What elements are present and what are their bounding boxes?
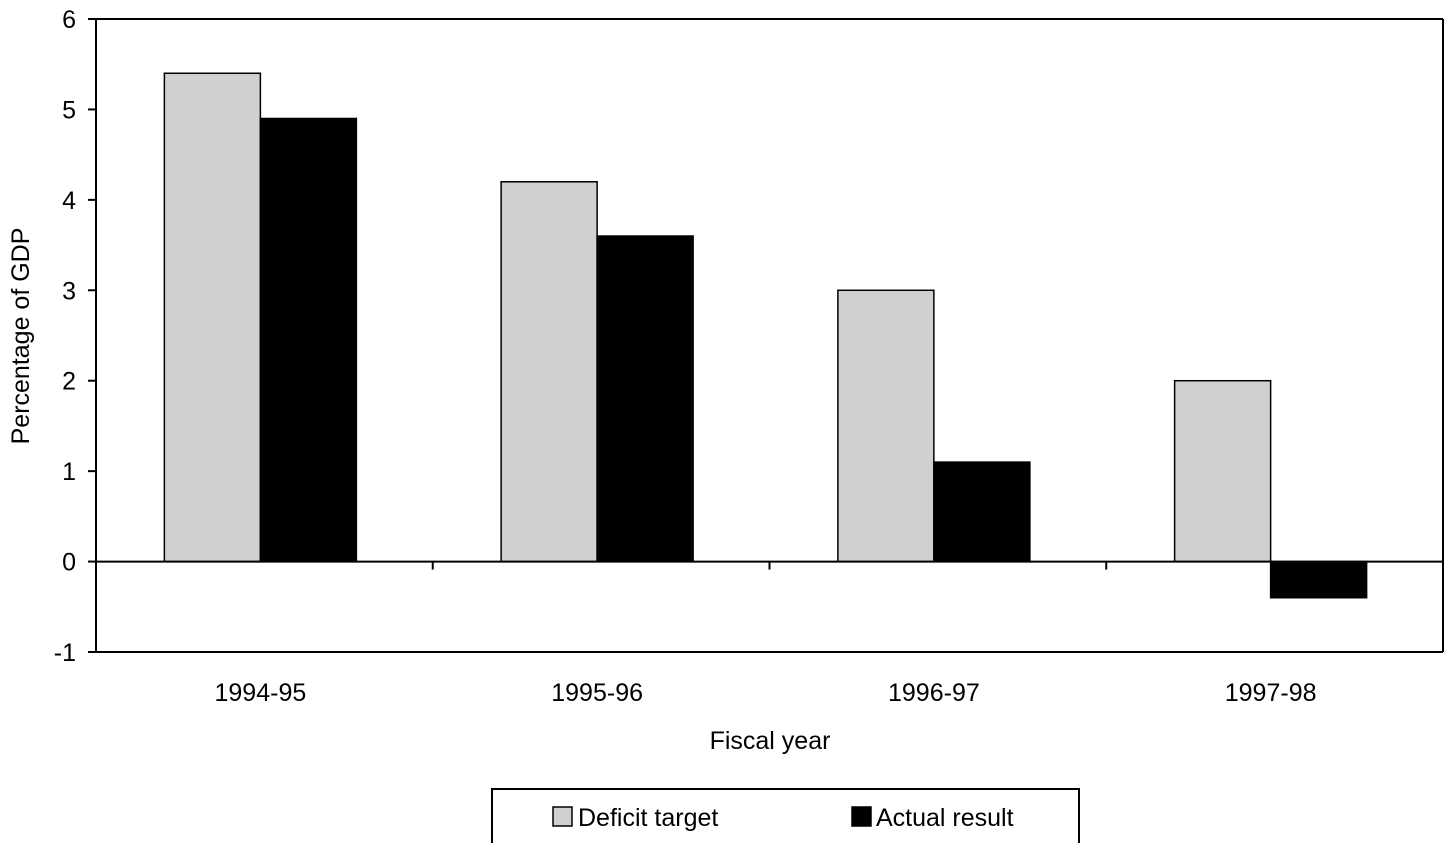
- bar-deficit-target-1994-95: [163, 72, 262, 563]
- x-tick-label-1994-95: 1994-95: [215, 679, 307, 707]
- legend-label-actual-result: Actual result: [876, 804, 1014, 832]
- y-tick-label: 2: [62, 368, 76, 396]
- y-tick-label: 6: [62, 6, 76, 34]
- bar-actual-result-1994-95: [259, 117, 358, 563]
- bar-actual-result-1996-97: [933, 461, 1031, 563]
- bar-actual-result-1995-96: [596, 235, 694, 563]
- y-tick-label: -1: [54, 639, 76, 667]
- bar-deficit-target-1995-96: [500, 181, 598, 563]
- bars-group: [163, 72, 1368, 599]
- bar-actual-result-1997-98: [1269, 560, 1368, 599]
- x-tick-label-1997-98: 1997-98: [1225, 679, 1317, 707]
- legend-label-deficit-target: Deficit target: [578, 804, 718, 832]
- legend-frame: [491, 788, 1080, 843]
- bar-deficit-target-1996-97: [837, 289, 935, 563]
- y-tick-label: 4: [62, 187, 76, 215]
- legend-swatch-deficit-target: [552, 806, 573, 827]
- bar-deficit-target-1997-98: [1173, 379, 1272, 563]
- legend-swatch-actual-result: [851, 806, 872, 827]
- axes-group: -1 0 1 2 3 4 5 6 1994-95 1995-96 1996-97 1997-98: [54, 6, 1444, 707]
- y-tick-label: 5: [62, 96, 76, 124]
- y-tick-label: 3: [62, 277, 76, 305]
- y-axis-title: Percentage of GDP: [7, 228, 35, 445]
- legend: Deficit target Actual result: [491, 788, 1080, 843]
- y-tick-label: 1: [62, 458, 76, 486]
- x-tick-label-1995-96: 1995-96: [551, 679, 643, 707]
- y-tick-label: 0: [62, 549, 76, 577]
- x-tick-label-1996-97: 1996-97: [888, 679, 980, 707]
- x-axis-title: Fiscal year: [710, 727, 831, 755]
